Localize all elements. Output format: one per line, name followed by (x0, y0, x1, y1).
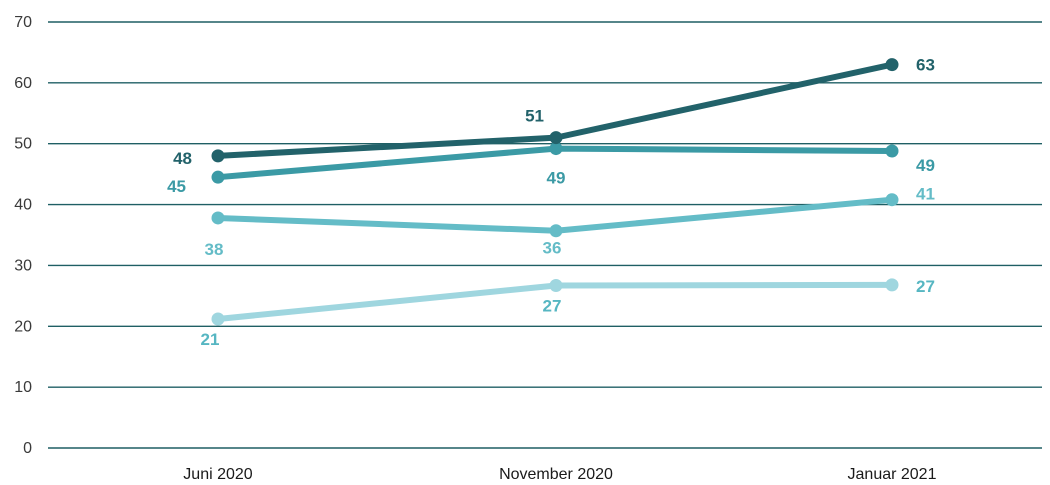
data-label: 48 (173, 149, 192, 168)
data-point (885, 193, 899, 207)
series-points (211, 58, 899, 326)
data-point (211, 149, 225, 163)
y-tick-label: 70 (14, 14, 32, 31)
data-point (549, 142, 563, 156)
data-label: 36 (543, 239, 562, 258)
y-tick-label: 10 (14, 379, 32, 396)
y-tick-label: 20 (14, 318, 32, 335)
y-tick-label: 0 (23, 440, 32, 457)
data-point (885, 278, 899, 292)
data-label: 27 (543, 297, 562, 316)
data-label: 41 (916, 185, 935, 204)
data-label: 63 (916, 56, 935, 75)
data-point (885, 58, 899, 72)
data-labels: 21 27 27 38 36 41 45 49 49 48 51 63 (167, 56, 935, 349)
data-label: 21 (201, 330, 220, 349)
data-point (549, 224, 563, 238)
data-point (211, 211, 225, 225)
gridlines (48, 21, 1042, 449)
data-point (549, 279, 563, 293)
y-tick-label: 50 (14, 136, 32, 153)
x-tick-label: Juni 2020 (183, 466, 252, 483)
data-label: 38 (205, 240, 224, 259)
x-tick-label: November 2020 (499, 466, 613, 483)
data-label: 49 (547, 169, 566, 188)
data-point (549, 131, 563, 145)
x-axis-ticks: Juni 2020 November 2020 Januar 2021 (183, 466, 936, 483)
data-point (211, 170, 225, 184)
y-tick-label: 60 (14, 75, 32, 92)
data-label: 51 (525, 107, 544, 126)
data-label: 49 (916, 156, 935, 175)
data-point (885, 144, 899, 158)
y-axis-ticks: 0 10 20 30 40 50 60 70 (14, 14, 32, 457)
data-label: 27 (916, 277, 935, 296)
y-tick-label: 30 (14, 257, 32, 274)
data-label: 45 (167, 177, 186, 196)
x-tick-label: Januar 2021 (848, 466, 937, 483)
data-point (211, 312, 225, 326)
y-tick-label: 40 (14, 197, 32, 214)
